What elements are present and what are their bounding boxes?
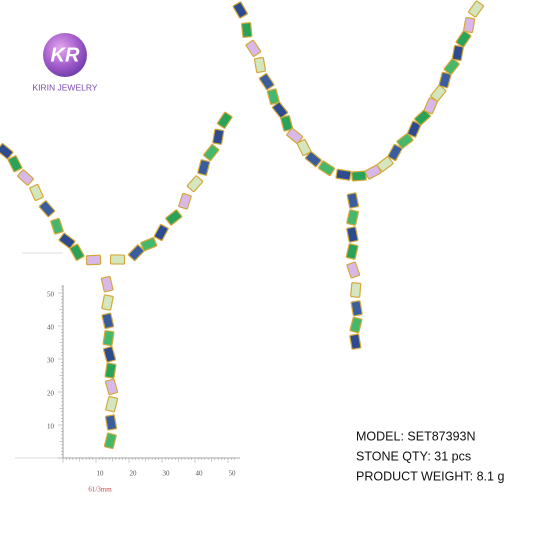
stone <box>140 237 158 252</box>
ruler <box>15 252 240 463</box>
stone <box>245 39 262 57</box>
spec-line: STONE QTY: 31 pcs <box>356 449 471 463</box>
ruler-label: 40 <box>196 470 204 478</box>
logo-circle <box>43 33 87 77</box>
stone <box>38 200 56 218</box>
stone <box>443 58 460 76</box>
stone <box>455 30 472 48</box>
stone <box>258 73 275 91</box>
ruler-label: 20 <box>47 390 55 398</box>
stone <box>101 294 114 311</box>
stone <box>100 275 114 293</box>
stone <box>451 44 464 62</box>
stone <box>127 244 145 262</box>
stone <box>271 101 289 119</box>
stone <box>387 143 403 162</box>
stone <box>58 232 76 249</box>
stone <box>105 395 119 413</box>
stone <box>463 16 476 34</box>
spec-line: PRODUCT WEIGHT: 8.1 g <box>356 469 504 483</box>
stone <box>335 168 352 181</box>
stone <box>346 192 360 209</box>
stone <box>346 226 359 243</box>
stone <box>7 155 23 173</box>
stone <box>266 88 280 105</box>
brand-name: KIRIN JEWELRY <box>32 82 97 92</box>
stone <box>349 333 362 350</box>
stone <box>186 175 204 193</box>
stone <box>241 22 253 38</box>
ruler-caption: 61/3mm <box>88 486 112 494</box>
ruler-label: 40 <box>47 324 55 332</box>
stone <box>69 243 85 261</box>
stone <box>85 254 102 266</box>
stone <box>104 414 118 431</box>
stone <box>296 138 312 157</box>
stone <box>406 120 422 138</box>
ruler-label: 30 <box>163 470 171 478</box>
stone <box>109 254 126 265</box>
stone <box>304 151 322 168</box>
stone <box>317 160 336 177</box>
stone <box>351 170 367 182</box>
stone <box>0 143 14 160</box>
stone <box>350 282 362 298</box>
stone <box>253 56 267 74</box>
stone <box>430 84 447 102</box>
stone <box>350 300 363 317</box>
stone <box>178 192 192 210</box>
ruler-label: 20 <box>130 470 138 478</box>
stone <box>29 183 44 202</box>
stone <box>345 243 359 260</box>
stone <box>346 209 359 226</box>
stone <box>376 156 394 173</box>
stone <box>104 362 117 379</box>
logo-mark: KR <box>51 44 80 66</box>
stone <box>438 71 452 89</box>
stone <box>197 159 211 176</box>
ruler-label: 10 <box>47 423 55 431</box>
ruler-label: 10 <box>97 470 105 478</box>
spec-line: MODEL: SET87393N <box>356 429 476 443</box>
stone <box>414 109 431 126</box>
stone <box>102 346 117 363</box>
stone <box>102 330 115 347</box>
stone <box>104 378 119 396</box>
stone <box>212 128 225 145</box>
ruler-label: 50 <box>47 291 55 299</box>
stone <box>17 169 34 186</box>
stone <box>101 312 115 330</box>
stone <box>423 97 439 115</box>
stone <box>216 111 233 129</box>
stone <box>396 132 414 149</box>
stone <box>153 223 169 242</box>
stone <box>286 127 304 144</box>
ruler-label: 30 <box>47 357 55 365</box>
stone <box>468 0 484 18</box>
stone <box>50 217 64 235</box>
stone <box>346 261 361 279</box>
stone <box>165 209 183 226</box>
necklaces <box>0 0 484 450</box>
stone <box>232 1 248 19</box>
stone <box>103 432 117 450</box>
stone <box>280 115 294 132</box>
ruler-label: 50 <box>229 470 237 478</box>
stone <box>203 144 220 161</box>
stone <box>349 316 363 334</box>
